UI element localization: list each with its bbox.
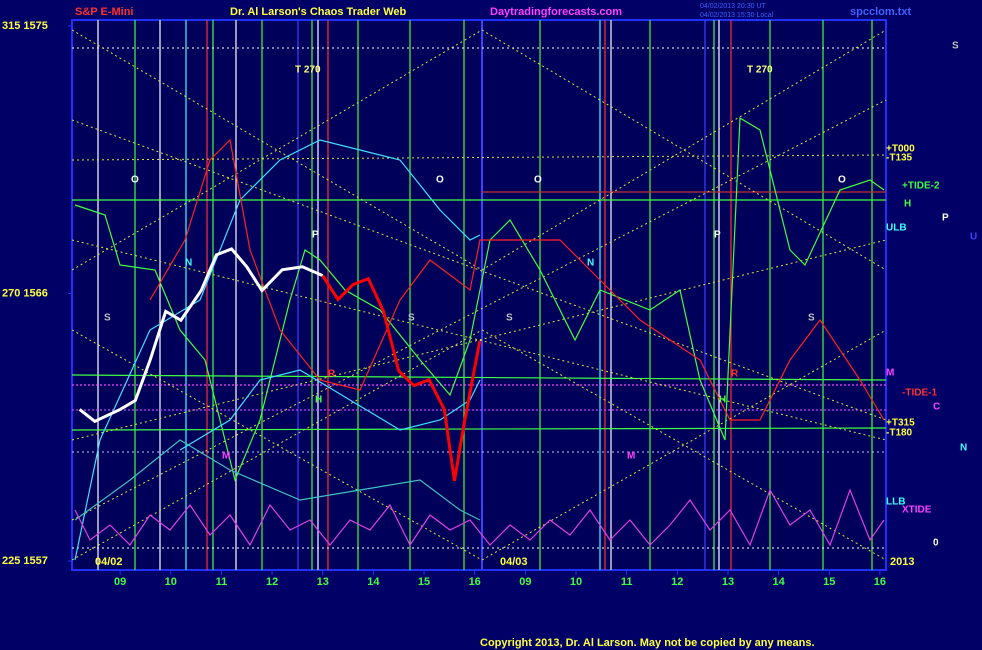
x-tick-label: 15: [418, 576, 430, 588]
x-tick-label: 14: [772, 576, 785, 588]
annotation: R: [731, 369, 739, 380]
annotation: +T000: [886, 144, 915, 155]
annotation: +T315: [886, 418, 915, 429]
annotation: P: [312, 230, 319, 241]
annotation: H: [315, 395, 322, 406]
chart-title: Dr. Al Larson's Chaos Trader Web: [230, 6, 407, 18]
y-tick-label: 270 1566: [2, 287, 48, 299]
annotation: N: [587, 258, 594, 269]
x-tick-label: 09: [114, 576, 126, 588]
annotation: O: [534, 175, 542, 186]
x-tick-label: 11: [621, 576, 633, 588]
x-tick-label: 13: [317, 576, 329, 588]
x-tick-label: 16: [469, 576, 481, 588]
x-tick-label: 13: [722, 576, 734, 588]
annotation: S: [408, 313, 415, 324]
annotation: LLB: [886, 497, 905, 508]
date-label: 04/03: [500, 556, 528, 568]
annotation: T 270: [295, 65, 321, 76]
x-tick-label: 14: [367, 576, 380, 588]
timestamp: 04/02/2013 15:30 Local: [700, 12, 774, 19]
file-name: spcclom.txt: [850, 6, 911, 18]
x-tick-label: 12: [266, 576, 278, 588]
annotation: S: [506, 313, 513, 324]
annotation: XTIDE: [902, 505, 932, 516]
annotation: S: [952, 41, 959, 52]
annotation: O: [838, 175, 846, 186]
annotation: N: [185, 258, 192, 269]
date-label: 2013: [890, 556, 914, 568]
annotation: M: [886, 368, 894, 379]
annotation: C: [933, 402, 940, 413]
annotation: N: [960, 443, 967, 454]
annotation: ULB: [886, 223, 907, 234]
site: Daytradingforecasts.com: [490, 6, 622, 18]
cycle-lines: [71, 20, 887, 570]
price-line: [78, 247, 324, 424]
date-label: 04/02: [95, 556, 123, 568]
x-tick-label: 09: [519, 576, 531, 588]
x-tick-label: 16: [874, 576, 886, 588]
annotation: O: [131, 175, 139, 186]
annotation: P: [714, 230, 721, 241]
x-tick-label: 10: [570, 576, 582, 588]
annotation: M: [627, 451, 635, 462]
annotation: S: [104, 313, 111, 324]
annotation: H: [719, 395, 726, 406]
annotation: -T180: [886, 428, 913, 439]
x-tick-label: 10: [165, 576, 177, 588]
y-tick-label: 225 1557: [2, 555, 48, 567]
x-tick-label: 11: [216, 576, 228, 588]
annotation: U: [970, 232, 977, 243]
x-tick-label: 15: [823, 576, 835, 588]
annotation: H: [904, 199, 911, 210]
annotation: R: [328, 369, 336, 380]
annotation: P: [942, 213, 949, 224]
annotation: M: [222, 451, 230, 462]
price-line: [321, 274, 482, 482]
annotation: T 270: [747, 65, 773, 76]
annotation: O: [436, 175, 444, 186]
annotation: -TIDE-1: [902, 388, 937, 399]
copyright: Copyright 2013, Dr. Al Larson. May not b…: [480, 637, 815, 649]
x-tick-label: 12: [671, 576, 683, 588]
annotation: +TIDE-2: [902, 181, 940, 192]
annotation: -T135: [886, 153, 913, 164]
instrument: S&P E-Mini: [75, 6, 133, 18]
annotations: T 270 T 270 O O O O S S S S P P N N R R …: [104, 41, 977, 549]
gann-lines: [71, 29, 887, 561]
annotation: S: [808, 313, 815, 324]
indicator-curves: [74, 116, 885, 561]
y-tick-label: 315 1575: [2, 20, 48, 32]
timestamp: 04/02/2013 20:30 UT: [700, 3, 766, 10]
annotation: 0: [933, 538, 939, 549]
